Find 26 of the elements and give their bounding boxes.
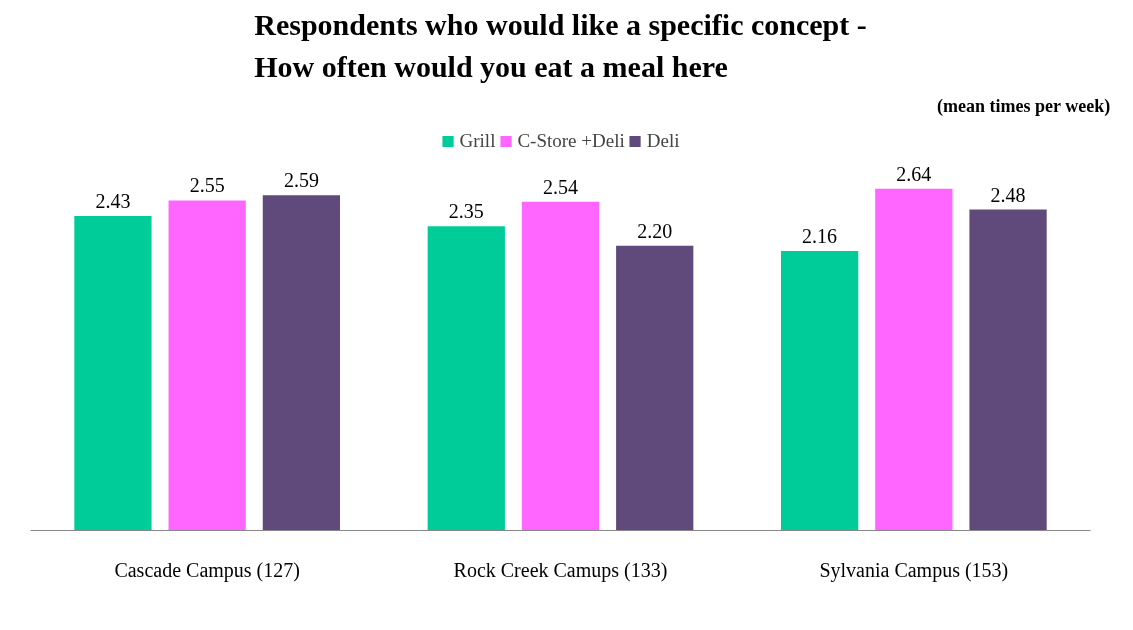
bar [875, 188, 953, 531]
x-tick-label: Cascade Campus (127) [114, 558, 300, 582]
data-label: 2.43 [95, 190, 131, 213]
chart-title: Respondents who would like a specific concept - How often would you eat a meal here [254, 7, 867, 84]
data-label: 2.64 [896, 162, 932, 185]
bar [616, 245, 694, 531]
bar [780, 250, 859, 531]
legend-label: C-Store +Deli [517, 130, 625, 152]
data-label: 2.20 [637, 219, 673, 242]
bar [521, 201, 600, 531]
chart-subtitle: (mean times per week) [937, 95, 1111, 117]
x-tick-label: Rock Creek Camups (133) [453, 558, 668, 582]
bar [262, 195, 341, 531]
data-label: 2.55 [189, 174, 225, 197]
data-label: 2.48 [990, 183, 1026, 206]
bar [74, 216, 152, 531]
legend-label: Deli [646, 130, 680, 152]
data-label: 2.54 [543, 175, 578, 198]
bar [427, 226, 505, 531]
x-tick-label: Sylvania Campus (153) [819, 558, 1009, 582]
data-label: 2.35 [448, 200, 484, 223]
bar [168, 200, 246, 531]
data-label: 2.59 [283, 169, 319, 192]
data-label: 2.16 [802, 224, 838, 247]
legend-label: Grill [459, 130, 496, 152]
bar [969, 209, 1047, 531]
